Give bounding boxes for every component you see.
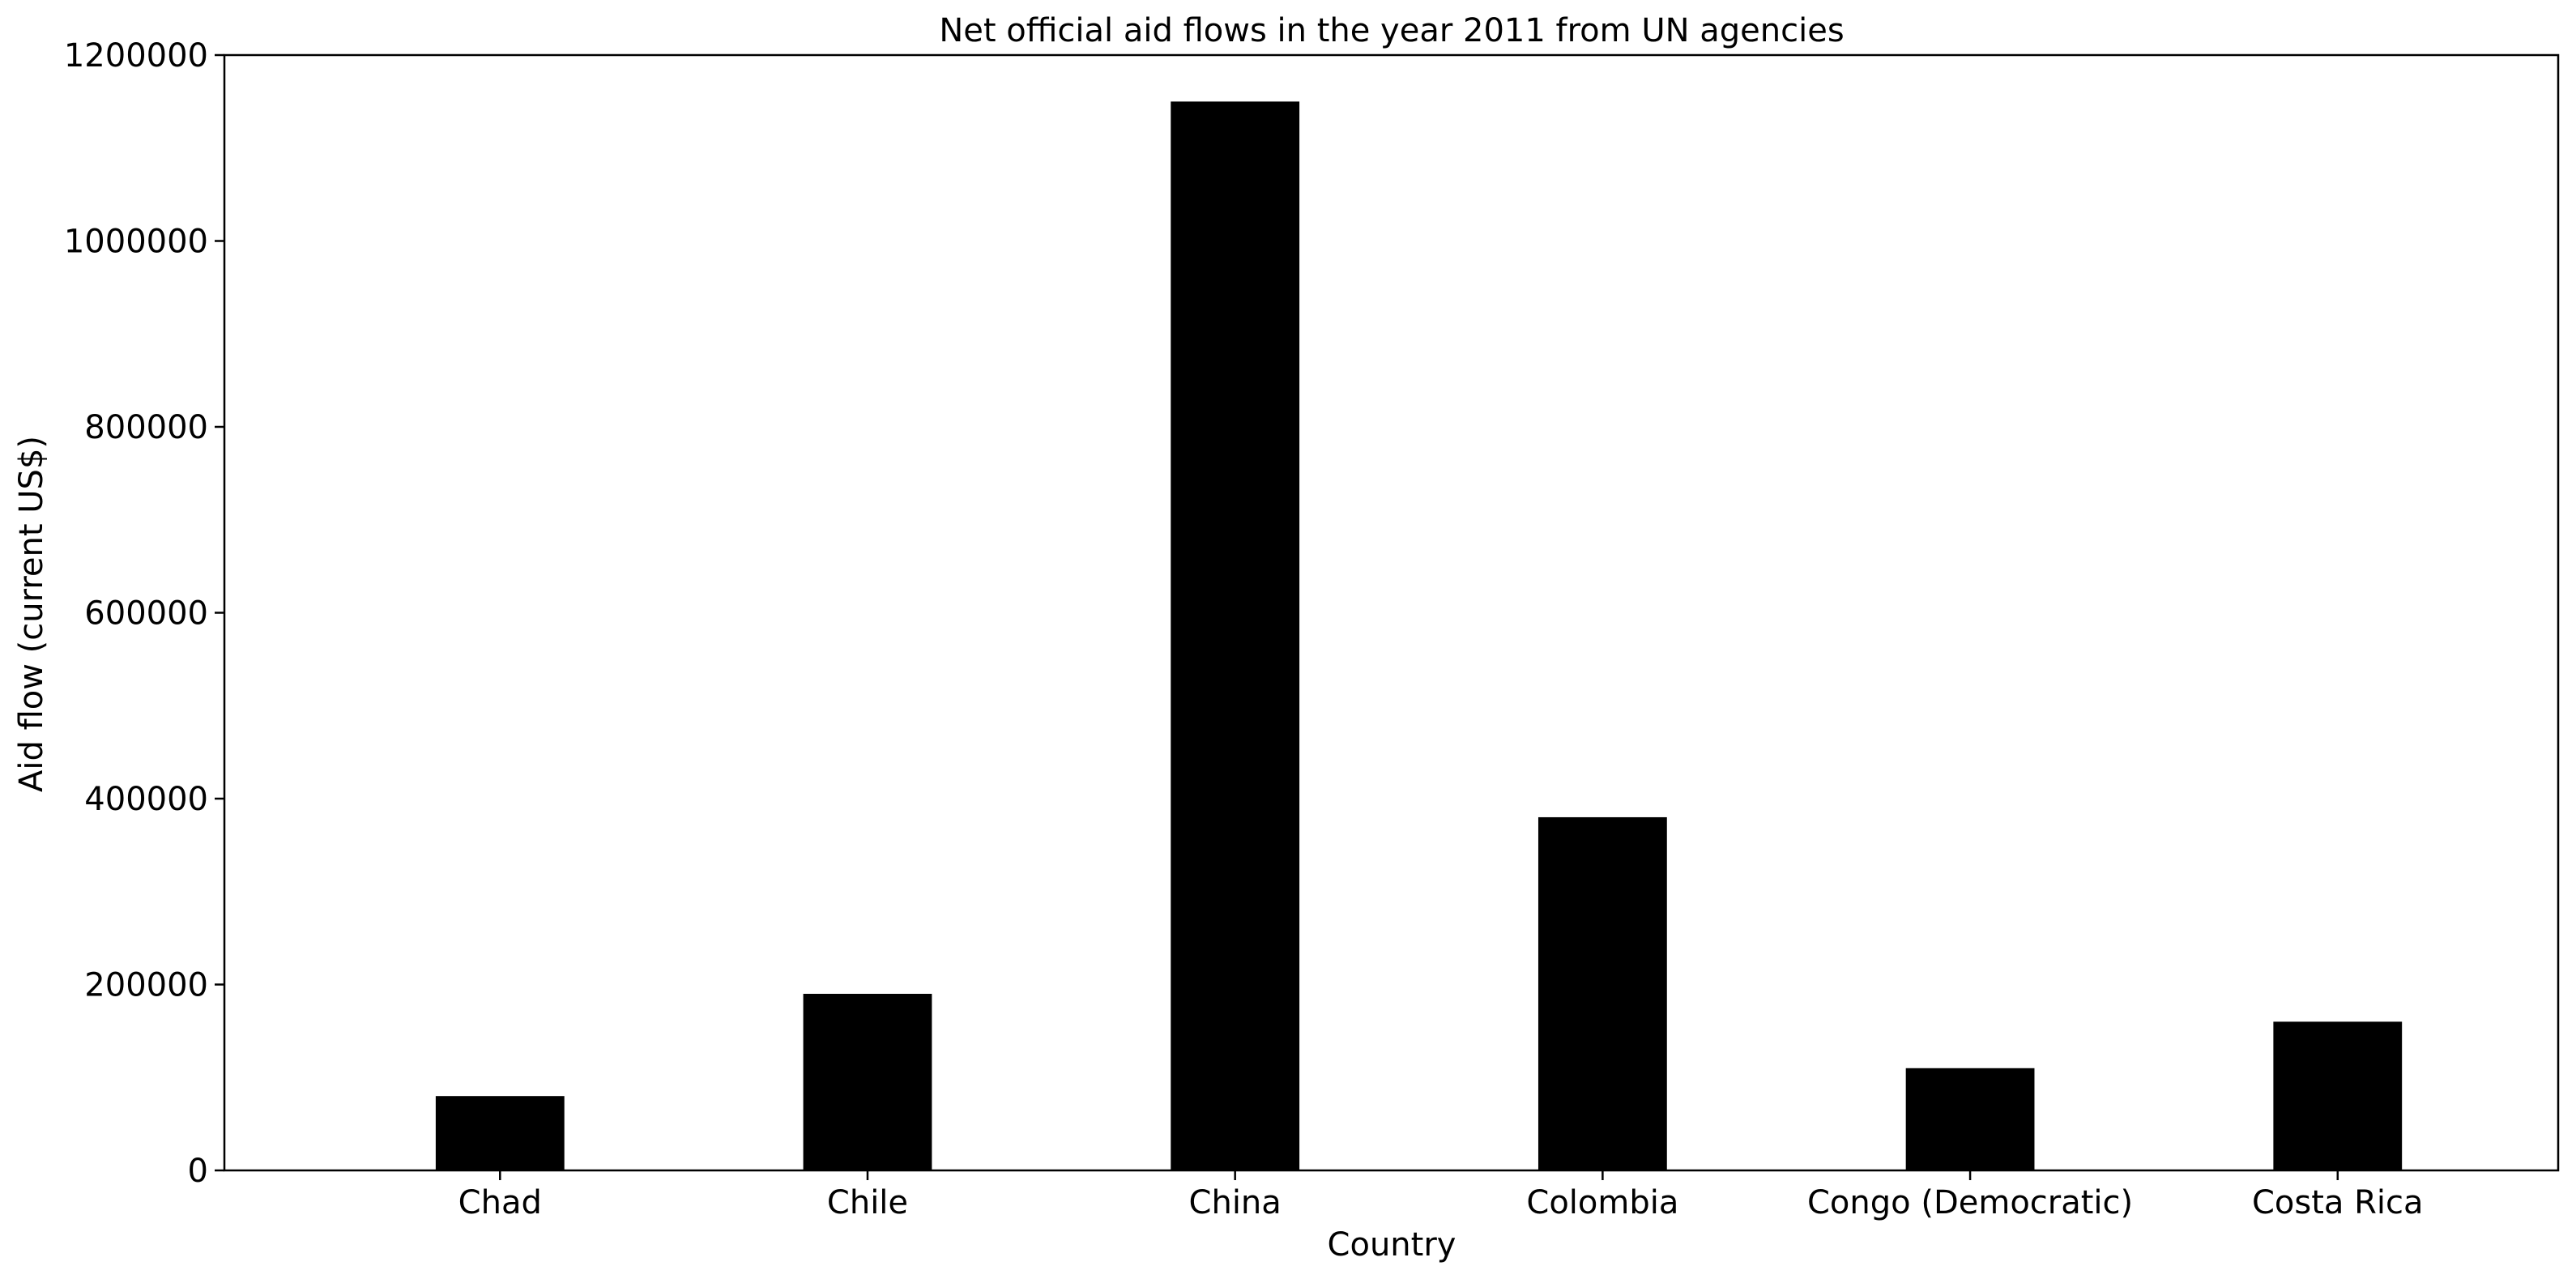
bar — [1171, 101, 1300, 1170]
bar — [1537, 816, 1667, 1170]
y-tick-label: 400000 — [84, 781, 208, 818]
y-tick-label: 200000 — [84, 967, 208, 1004]
x-tick-label: Chad — [458, 1184, 542, 1221]
x-tick-label: Congo (Democratic) — [1807, 1184, 2133, 1221]
y-tick-label: 600000 — [84, 595, 208, 633]
chart-title: Net official aid flows in the year 2011 … — [939, 12, 1844, 49]
x-axis-label: Country — [1328, 1226, 1456, 1264]
y-tick-label: 0 — [188, 1153, 208, 1190]
y-tick-label: 1000000 — [64, 224, 208, 261]
x-tick-label: Colombia — [1526, 1184, 1678, 1221]
y-tick-label: 800000 — [84, 409, 208, 446]
plot-frame — [223, 53, 2560, 1172]
x-axis: Chad Chile China Colombia Congo (Democratic)… — [458, 1170, 2424, 1221]
bar — [2273, 1021, 2403, 1170]
bar — [1905, 1068, 2035, 1170]
y-axis: 0 200000 400000 600000 800000 1000000 1200000 — [64, 37, 224, 1190]
x-tick-label: Chile — [827, 1184, 908, 1221]
bar — [803, 993, 932, 1170]
x-tick-label: Costa Rica — [2252, 1184, 2424, 1221]
y-tick-label: 1200000 — [64, 37, 208, 75]
bar — [435, 1096, 565, 1170]
bars-layer — [435, 101, 2403, 1170]
x-tick-label: China — [1189, 1184, 1282, 1221]
y-axis-label: Aid flow (current US$) — [13, 436, 50, 792]
